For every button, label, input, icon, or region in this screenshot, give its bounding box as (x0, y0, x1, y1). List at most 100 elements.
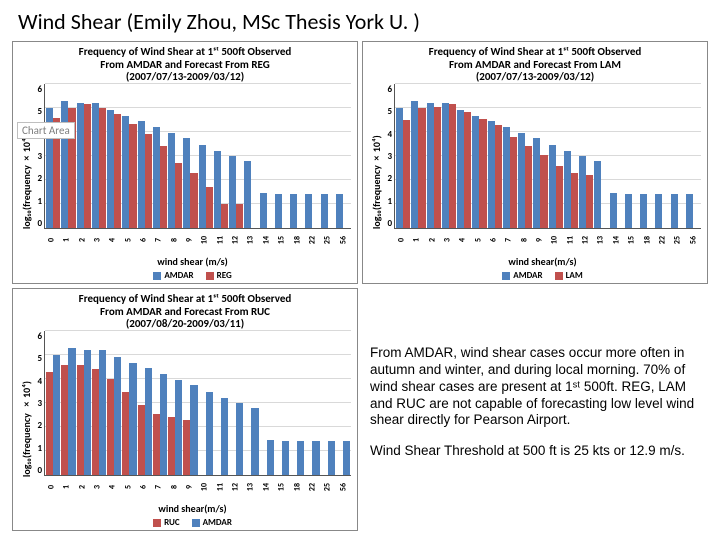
ytick: 1 (34, 196, 42, 207)
chart-reg-xaxis: 012345678910111213141518222556 (34, 229, 351, 245)
bar-amdar (199, 145, 206, 228)
xtick: 13 (596, 232, 606, 247)
bar-amdar (99, 350, 106, 475)
bar-group (107, 331, 121, 475)
xtick: 13 (246, 479, 256, 494)
xtick: 9 (535, 232, 545, 247)
xtick: 56 (338, 479, 348, 494)
chart-grid: Chart Area Frequency of Wind Shear at 1ˢ… (12, 41, 708, 531)
xtick: 14 (261, 232, 271, 247)
bar-amdar (229, 156, 236, 228)
xtick: 5 (123, 479, 133, 494)
ytick: 5 (34, 106, 42, 117)
bar-amdar (549, 145, 556, 228)
chart-ruc-bars (44, 331, 351, 476)
bar-reg (160, 146, 167, 228)
xtick: 22 (658, 232, 668, 247)
bar-amdar (343, 441, 350, 475)
ytick: 1 (34, 443, 42, 454)
chart-reg-xlabel: wind shear (m/s) (34, 255, 351, 268)
bar-group (564, 84, 578, 228)
bar-group (503, 84, 517, 228)
bar-amdar (260, 193, 267, 228)
bar-group (427, 84, 441, 228)
legend-swatch (192, 519, 200, 527)
bar-ruc (168, 417, 175, 475)
ytick: 0 (34, 465, 42, 476)
bar-amdar (594, 161, 601, 228)
bar-group (321, 84, 335, 228)
xtick: 3 (443, 232, 453, 247)
bar-ruc (92, 369, 99, 475)
bar-group (153, 84, 167, 228)
chart-ruc-xlabel: wind shear(m/s) (34, 502, 351, 515)
xtick: 7 (154, 232, 164, 247)
bar-amdar (275, 194, 282, 228)
bar-group (290, 331, 304, 475)
bar-reg (221, 204, 228, 228)
bar-amdar (305, 194, 312, 228)
bar-amdar (114, 357, 121, 475)
xtick: 6 (489, 232, 499, 247)
chart-reg-yaxis: 0123456 (34, 84, 44, 229)
xtick: 18 (642, 232, 652, 247)
bar-lam (571, 173, 578, 228)
bar-ruc (138, 405, 145, 475)
xtick: 2 (77, 479, 87, 494)
chart-lam-ylabel: log₁₀(frequency×10⁴) (369, 84, 384, 281)
ytick: 4 (384, 129, 392, 140)
bar-amdar (251, 408, 258, 475)
xtick: 9 (185, 479, 195, 494)
bar-group (92, 331, 106, 475)
xtick: 0 (47, 232, 57, 247)
bar-group (457, 84, 471, 228)
xtick: 7 (504, 232, 514, 247)
bar-group (625, 84, 639, 228)
bar-amdar (168, 133, 175, 228)
ytick: 6 (34, 331, 42, 342)
bar-reg (206, 187, 213, 228)
xtick: 14 (611, 232, 621, 247)
xtick: 10 (550, 232, 560, 247)
xtick: 14 (261, 479, 271, 494)
bar-lam (479, 119, 486, 228)
xtick: 25 (673, 232, 683, 247)
bar-reg (114, 114, 121, 228)
ytick: 4 (34, 376, 42, 387)
ytick: 0 (384, 218, 392, 229)
bar-amdar (190, 385, 197, 475)
bar-group (686, 84, 700, 228)
bar-lam (449, 104, 456, 228)
bar-group (305, 331, 319, 475)
ytick: 5 (384, 106, 392, 117)
xtick: 3 (93, 232, 103, 247)
ytick: 0 (34, 218, 42, 229)
bar-amdar (564, 151, 571, 228)
bar-group (579, 84, 593, 228)
xtick: 2 (427, 232, 437, 247)
bar-group (275, 84, 289, 228)
chart-reg-legend: AMDARREG (34, 270, 351, 281)
xtick: 22 (308, 479, 318, 494)
xtick: 18 (292, 232, 302, 247)
bar-group (122, 84, 136, 228)
bar-group (138, 331, 152, 475)
ytick: 2 (34, 420, 42, 431)
bar-amdar (336, 194, 343, 228)
legend-label: REG (217, 270, 232, 281)
bar-amdar (236, 403, 243, 475)
xtick: 22 (308, 232, 318, 247)
bar-group (290, 84, 304, 228)
xtick: 1 (412, 232, 422, 247)
bar-group (61, 84, 75, 228)
bar-group (610, 84, 624, 228)
ytick: 2 (34, 173, 42, 184)
bar-amdar (457, 110, 464, 228)
bar-amdar (206, 392, 213, 475)
bar-amdar (610, 193, 617, 228)
chart-lam-xlabel: wind shear(m/s) (384, 255, 701, 268)
legend-swatch (206, 272, 214, 280)
ytick: 3 (34, 151, 42, 162)
bar-amdar (488, 121, 495, 228)
bar-amdar (61, 101, 68, 228)
